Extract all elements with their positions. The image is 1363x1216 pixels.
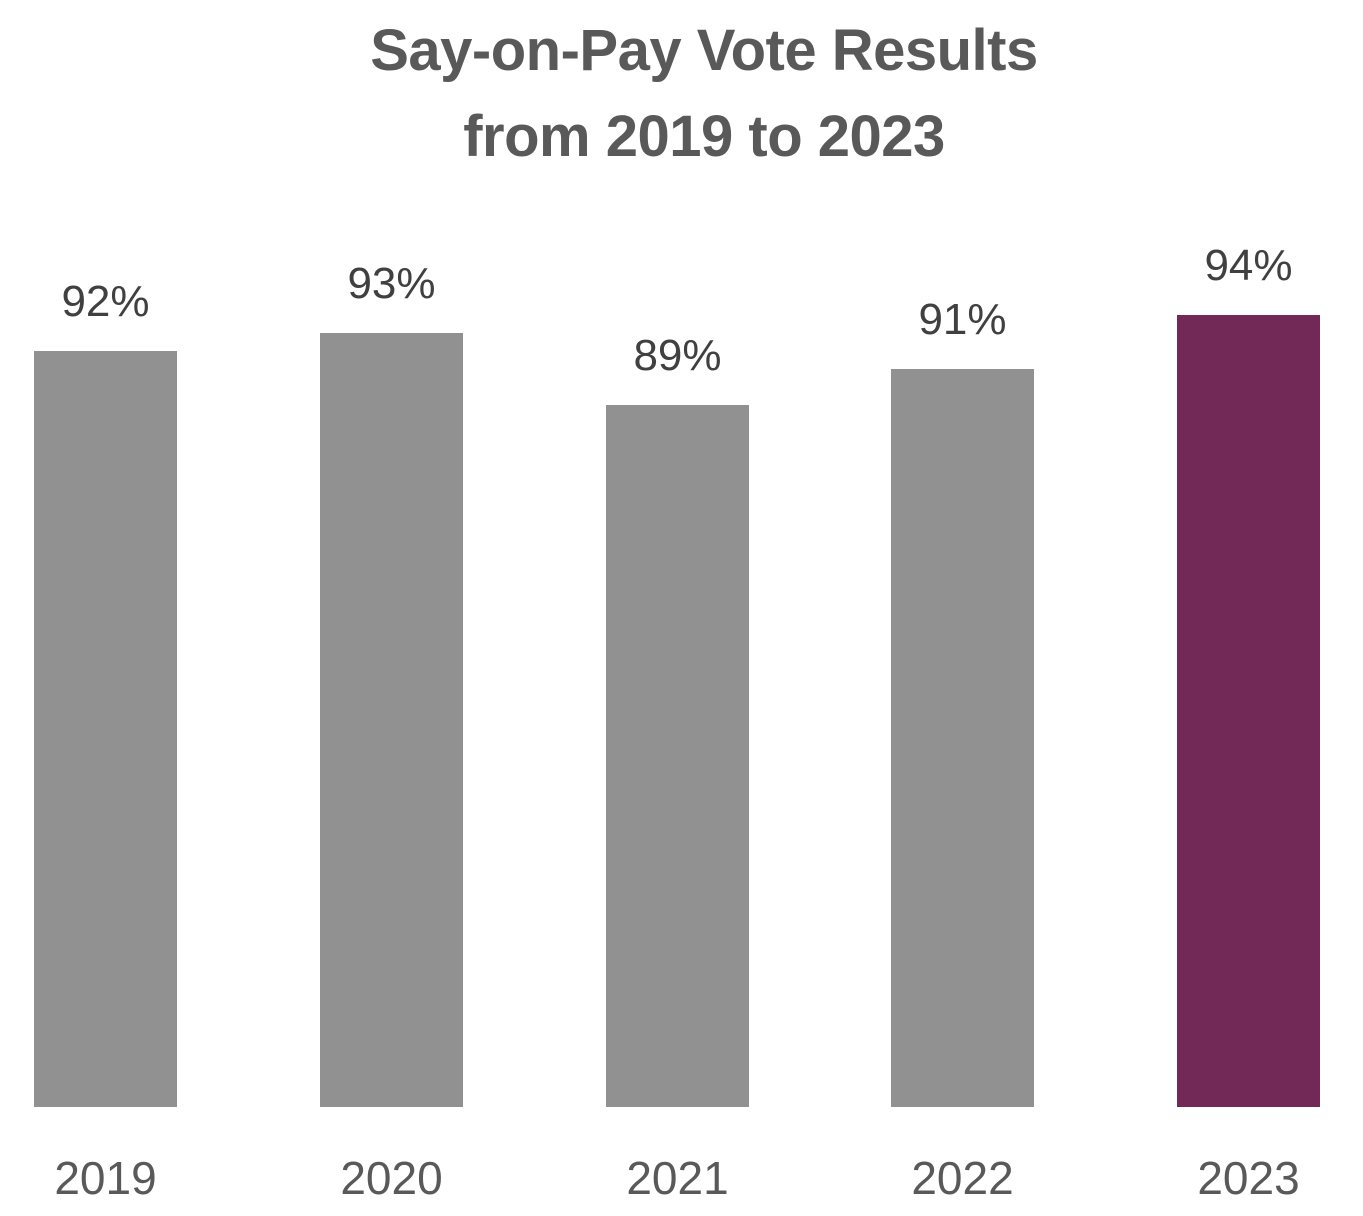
data-label-2021: 89%	[633, 331, 722, 380]
x-tick-label-2022: 2022	[911, 1152, 1014, 1204]
chart-title-line-2: from 2019 to 2023	[463, 104, 945, 169]
x-tick-label-2021: 2021	[626, 1152, 729, 1204]
chart-title-line-1: Say-on-Pay Vote Results	[370, 18, 1038, 83]
data-label-2022: 91%	[918, 295, 1007, 344]
x-tick-label-2020: 2020	[340, 1152, 443, 1204]
data-label-2020: 93%	[347, 259, 436, 308]
chart-title: Say-on-Pay Vote Results from 2019 to 202…	[0, 8, 1363, 180]
bar-2021	[606, 405, 749, 1107]
data-label-2019: 92%	[61, 277, 150, 326]
bar-2023	[1177, 315, 1320, 1107]
data-label-2023: 94%	[1204, 241, 1293, 290]
bar-2019	[34, 351, 177, 1107]
x-tick-label-2019: 2019	[54, 1152, 157, 1204]
bar-2020	[320, 333, 463, 1107]
bar-2022	[891, 369, 1034, 1107]
x-tick-label-2023: 2023	[1197, 1152, 1300, 1204]
